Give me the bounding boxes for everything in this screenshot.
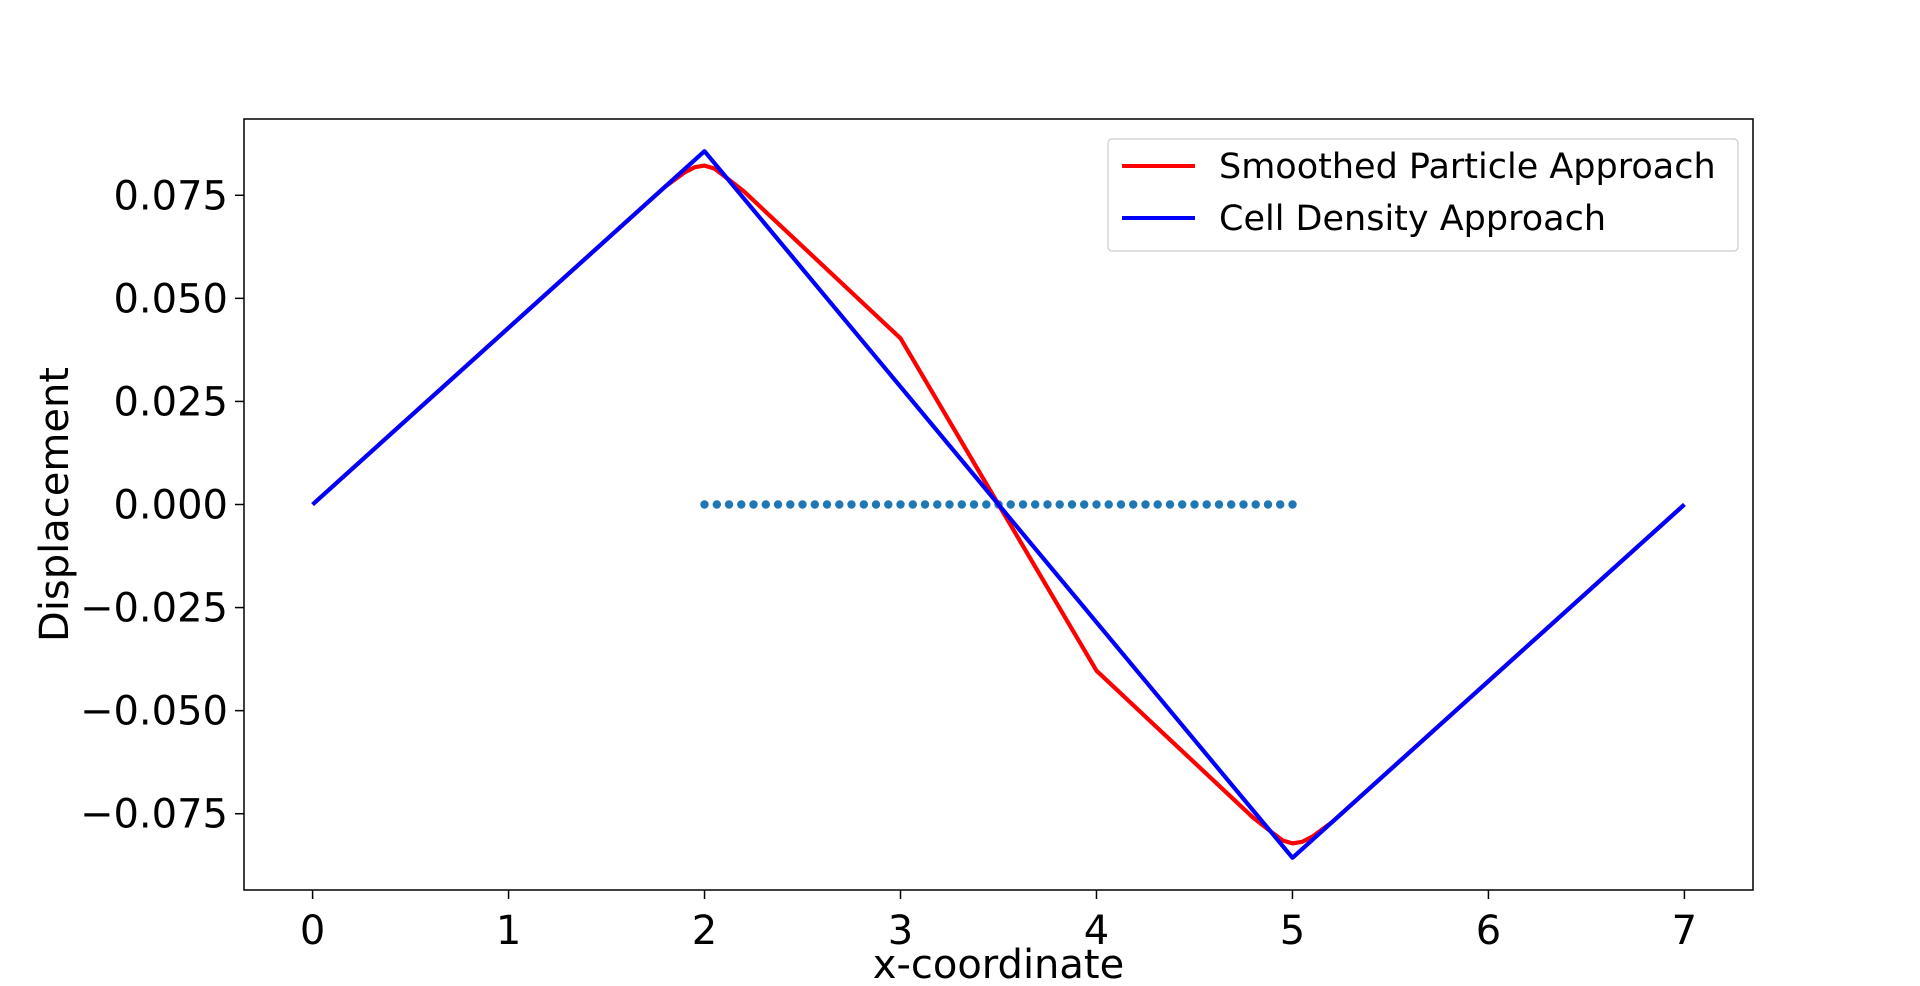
scatter-point xyxy=(761,500,770,509)
scatter-layer xyxy=(700,500,1297,509)
series-layer xyxy=(311,149,1686,860)
scatter-point xyxy=(1214,500,1224,509)
scatter-point xyxy=(835,500,844,509)
scatter-point xyxy=(1251,500,1260,509)
y-tick-label: −0.050 xyxy=(80,689,228,735)
scatter-point xyxy=(1067,500,1077,509)
x-tick-label: 6 xyxy=(1476,908,1501,954)
y-axis-ticks: 0.075 0.050 0.025 0.000 −0.025 −0.050 −0.075 xyxy=(80,173,244,838)
scatter-point xyxy=(896,500,905,509)
x-tick-label: 3 xyxy=(888,908,913,954)
scatter-point xyxy=(1165,500,1175,509)
scatter-point xyxy=(957,500,966,509)
scatter-point xyxy=(1055,500,1064,509)
scatter-point xyxy=(847,500,856,509)
scatter-point xyxy=(1227,500,1236,509)
scatter-point xyxy=(1276,500,1285,509)
scatter-point xyxy=(1092,500,1101,509)
scatter-point xyxy=(1018,500,1028,509)
y-tick-label: 0.025 xyxy=(113,379,228,425)
scatter-point xyxy=(712,500,721,509)
scatter-point xyxy=(1129,500,1138,509)
scatter-point xyxy=(1263,500,1273,509)
scatter-point xyxy=(945,500,954,509)
scatter-point xyxy=(1116,500,1126,509)
scatter-point xyxy=(773,500,783,509)
scatter-point xyxy=(969,500,979,509)
scatter-point xyxy=(700,500,709,509)
scatter-point xyxy=(933,500,942,509)
y-tick-label: 0.050 xyxy=(113,276,228,322)
scatter-point xyxy=(798,500,807,509)
x-tick-label: 1 xyxy=(496,908,521,954)
scatter-point xyxy=(749,500,758,509)
y-tick-label: 0.000 xyxy=(113,483,228,529)
scatter-point xyxy=(1202,500,1211,509)
scatter-point xyxy=(908,500,917,509)
scatter-point xyxy=(786,500,795,509)
y-tick-label: −0.025 xyxy=(80,586,228,632)
scatter-point xyxy=(1153,500,1162,509)
legend-label-cell-density: Cell Density Approach xyxy=(1219,199,1606,239)
legend-box xyxy=(1107,138,1739,252)
scatter-point xyxy=(1288,500,1297,509)
scatter-point xyxy=(737,500,746,509)
scatter-point xyxy=(884,500,893,509)
x-tick-label: 0 xyxy=(300,908,325,954)
scatter-point xyxy=(1043,500,1052,509)
scatter-point xyxy=(724,500,734,509)
scatter-point xyxy=(871,500,881,509)
scatter-point xyxy=(982,500,991,509)
scatter-point xyxy=(920,500,930,509)
scatter-point xyxy=(1141,500,1150,509)
x-tick-label: 2 xyxy=(692,908,717,954)
legend: Smoothed Particle Approach Cell Density … xyxy=(1107,138,1739,252)
scatter-point xyxy=(859,500,868,509)
legend-label-smoothed-particle: Smoothed Particle Approach xyxy=(1219,147,1716,187)
y-axis-label: Displacement xyxy=(32,367,78,642)
y-tick-label: −0.075 xyxy=(80,792,228,838)
scatter-point xyxy=(1006,500,1015,509)
series-line-cell-density-approach xyxy=(311,149,1686,860)
scatter-point xyxy=(810,500,819,509)
scatter-point xyxy=(1178,500,1187,509)
x-axis-ticks: 0 1 2 3 4 5 6 7 xyxy=(300,890,1697,954)
y-tick-label: 0.075 xyxy=(113,173,228,219)
scatter-point xyxy=(822,500,832,509)
x-axis-label: x-coordinate xyxy=(873,942,1124,986)
x-tick-label: 7 xyxy=(1672,908,1697,954)
scatter-point xyxy=(1104,500,1113,509)
scatter-point xyxy=(1031,500,1040,509)
scatter-point xyxy=(1190,500,1199,509)
scatter-point xyxy=(1080,500,1089,509)
x-tick-label: 4 xyxy=(1084,908,1109,954)
x-tick-label: 5 xyxy=(1280,908,1305,954)
scatter-point xyxy=(1239,500,1248,509)
